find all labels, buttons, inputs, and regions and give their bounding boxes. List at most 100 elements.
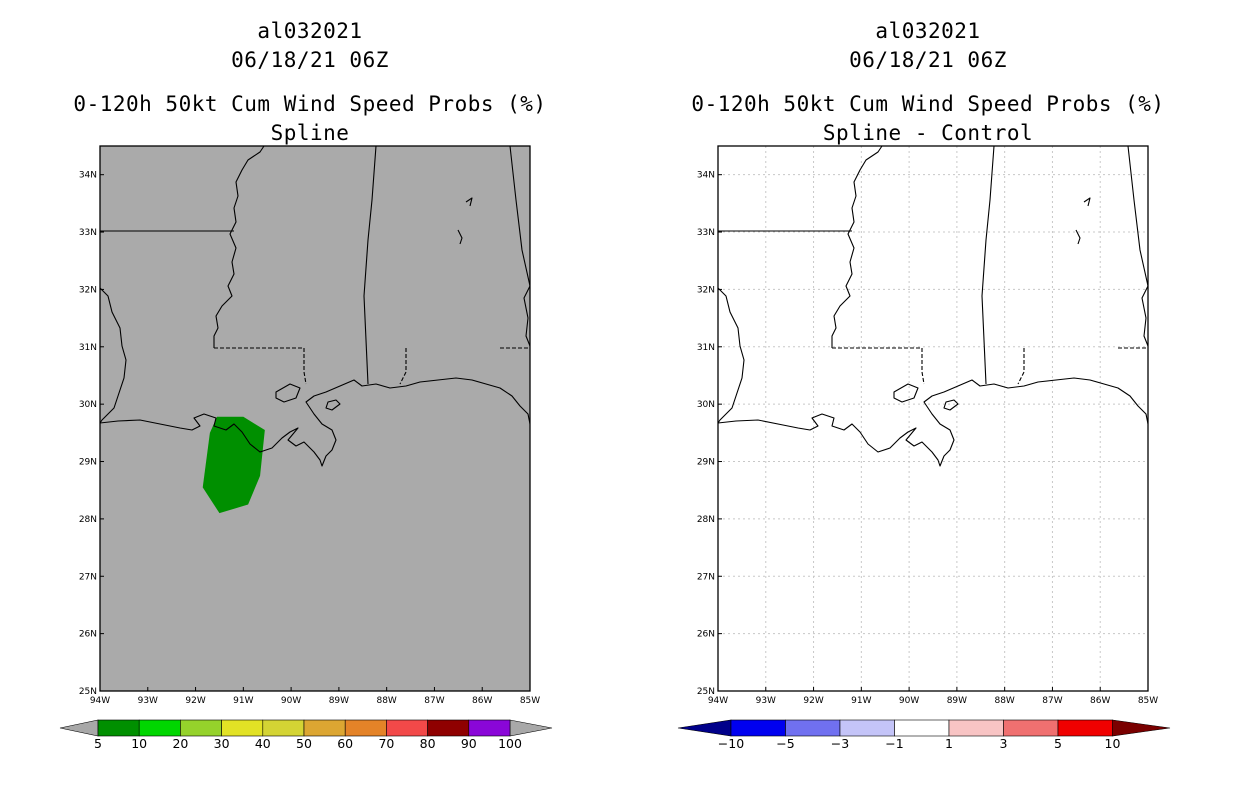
island [943,399,959,411]
state-border-dashed [832,347,925,385]
colorbar-label: −5 [776,736,794,751]
lat-tick-label: 28N [79,515,97,525]
lon-tick-label: 93W [138,696,158,706]
colorbar-swatch [1057,719,1113,737]
right-panel-title: al032021 06/18/21 06Z 0-120h 50kt Cum Wi… [618,17,1236,148]
florida-east-border [523,285,531,347]
left-map-frame [99,145,531,692]
lon-tick-label: 88W [994,696,1014,706]
left-panel-title: al032021 06/18/21 06Z 0-120h 50kt Cum Wi… [0,17,620,148]
texas-border [717,287,745,424]
colorbar-label: 100 [498,736,522,751]
colorbar-swatch [785,719,841,737]
state-border-dashed [1017,348,1025,385]
lon-tick-label: 93W [756,696,776,706]
lon-tick-label: 87W [1042,696,1062,706]
right-map-panel: 94W 93W 92W 91W 90W 89W 88W 87W 86W 85W 25N 26N 27N 2… [697,145,1158,706]
colorbar-swatch [839,719,895,737]
lon-tick-label: 94W [90,696,110,706]
lat-tick-label: 30N [697,400,715,410]
colorbar-swatch [221,719,264,737]
lat-tick-label: 25N [79,687,97,697]
colorbar-label: 5 [1054,736,1062,751]
lat-tick-label: 32N [79,285,97,295]
lon-tick-label: 92W [185,696,205,706]
colorbar-high-arrow [509,719,553,737]
colorbar-swatch [262,719,305,737]
lat-tick-label: 28N [697,515,715,525]
colorbar-label: 30 [214,736,230,751]
colorbar-swatch [344,719,387,737]
state-border-dashed [399,348,407,385]
colorbar-label: 80 [420,736,436,751]
lon-tick-label: 87W [424,696,444,706]
alabama-east-border [1127,145,1149,287]
right-storm-id: al032021 [875,19,981,43]
left-map-background [100,146,530,691]
left-map-panel: 94W 93W 92W 91W 90W 89W 88W 87W 86W 85W 25N 26N 27N 2… [79,145,540,706]
florida-east-border [1141,285,1149,347]
lon-tick-label: 86W [1090,696,1110,706]
lon-tick-label: 88W [376,696,396,706]
colorbar-high-arrow [1112,719,1171,737]
lake-pontchartrain [275,383,301,403]
island [325,399,341,411]
lon-tick-label: 90W [899,696,919,706]
coastline [99,377,531,467]
lake-pontchartrain [893,383,919,403]
lat-tick-label: 26N [79,630,97,640]
colorbar-swatch [730,719,786,737]
colorbar-label: 1 [945,736,953,751]
lon-tick-label: 86W [472,696,492,706]
lon-tick-label: 89W [329,696,349,706]
alabama-west-border [981,145,995,385]
lake-outline [1075,229,1081,245]
right-map-background [718,146,1148,691]
lat-tick-label: 29N [79,458,97,468]
lon-tick-label: 90W [281,696,301,706]
colorbar-label: 10 [1105,736,1121,751]
colorbar-swatch [303,719,346,737]
texas-border [99,287,127,424]
left-colorbar: 5 10 20 30 40 50 60 70 80 90 100 [59,719,553,751]
colorbar-label: 70 [378,736,394,751]
colorbar-swatch [138,719,181,737]
lat-tick-label: 32N [697,285,715,295]
probability-area-polygon [202,416,265,514]
colorbar-swatch [427,719,470,737]
lon-tick-label: 92W [803,696,823,706]
colorbar-low-arrow [59,719,99,737]
left-datetime: 06/18/21 06Z [231,48,389,72]
left-product-title: 0-120h 50kt Cum Wind Speed Probs (%) [73,92,547,116]
lat-tick-label: 26N [697,630,715,640]
mississippi-river-border [213,145,265,348]
colorbar-label: 50 [296,736,312,751]
lon-tick-label: 94W [708,696,728,706]
lat-tick-label: 33N [79,228,97,238]
colorbar-swatch [468,719,511,737]
right-product-title: 0-120h 50kt Cum Wind Speed Probs (%) [691,92,1165,116]
colorbar-label: 3 [1000,736,1008,751]
colorbar-low-arrow [677,719,732,737]
left-method-label: Spline [270,121,350,145]
colorbar-swatch [386,719,428,737]
lat-tick-label: 30N [79,400,97,410]
colorbar-swatch [180,719,222,737]
colorbar-label: 10 [131,736,147,751]
alabama-west-border [363,145,377,385]
colorbar-label: 5 [94,736,102,751]
colorbar-label: 90 [461,736,477,751]
lat-tick-label: 27N [79,572,97,582]
colorbar-swatch [948,719,1004,737]
colorbar-label: 20 [172,736,188,751]
lon-tick-label: 85W [520,696,540,706]
lat-tick-label: 31N [79,343,97,353]
right-datetime: 06/18/21 06Z [849,48,1007,72]
lake-outline [457,229,463,245]
lon-tick-label: 89W [947,696,967,706]
right-method-label: Spline - Control [822,121,1034,145]
lon-tick-label: 91W [851,696,871,706]
left-storm-id: al032021 [257,19,363,43]
state-border-dashed [214,347,307,385]
